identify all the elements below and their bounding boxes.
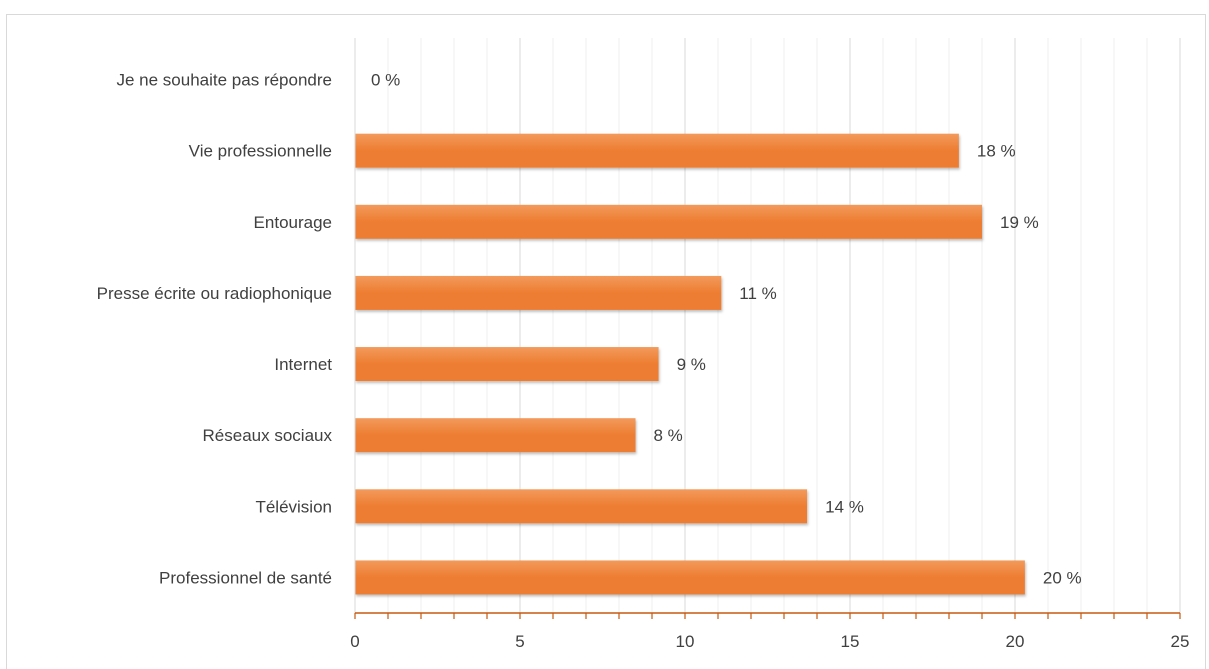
x-tick-label: 5: [515, 632, 524, 651]
x-tick-label: 20: [1006, 632, 1025, 651]
category-label: Télévision: [255, 497, 332, 516]
data-label: 14 %: [825, 497, 864, 516]
x-tick-label: 25: [1171, 632, 1190, 651]
category-label: Réseaux sociaux: [203, 426, 333, 445]
category-label: Professionnel de santé: [159, 568, 332, 587]
data-label: 20 %: [1043, 568, 1082, 587]
category-label: Je ne souhaite pas répondre: [117, 71, 333, 90]
data-label: 19 %: [1000, 213, 1039, 232]
bar: [355, 204, 982, 239]
x-tick-label: 0: [350, 632, 359, 651]
bar: [355, 275, 722, 310]
bar: [355, 418, 636, 453]
chart-area: [6, 14, 1206, 669]
bar: [355, 560, 1025, 595]
category-label: Internet: [274, 355, 332, 374]
bar: [355, 347, 659, 382]
bar: [355, 489, 808, 524]
category-label: Entourage: [254, 213, 332, 232]
category-label: Presse écrite ou radiophonique: [97, 284, 332, 303]
bar: [355, 133, 959, 168]
data-label: 0 %: [371, 71, 400, 90]
data-label: 11 %: [739, 284, 777, 303]
data-label: 8 %: [654, 426, 683, 445]
x-tick-label: 10: [676, 632, 695, 651]
x-tick-label: 15: [841, 632, 860, 651]
data-label: 18 %: [977, 142, 1016, 161]
data-label: 9 %: [677, 355, 706, 374]
category-label: Vie professionnelle: [189, 142, 332, 161]
